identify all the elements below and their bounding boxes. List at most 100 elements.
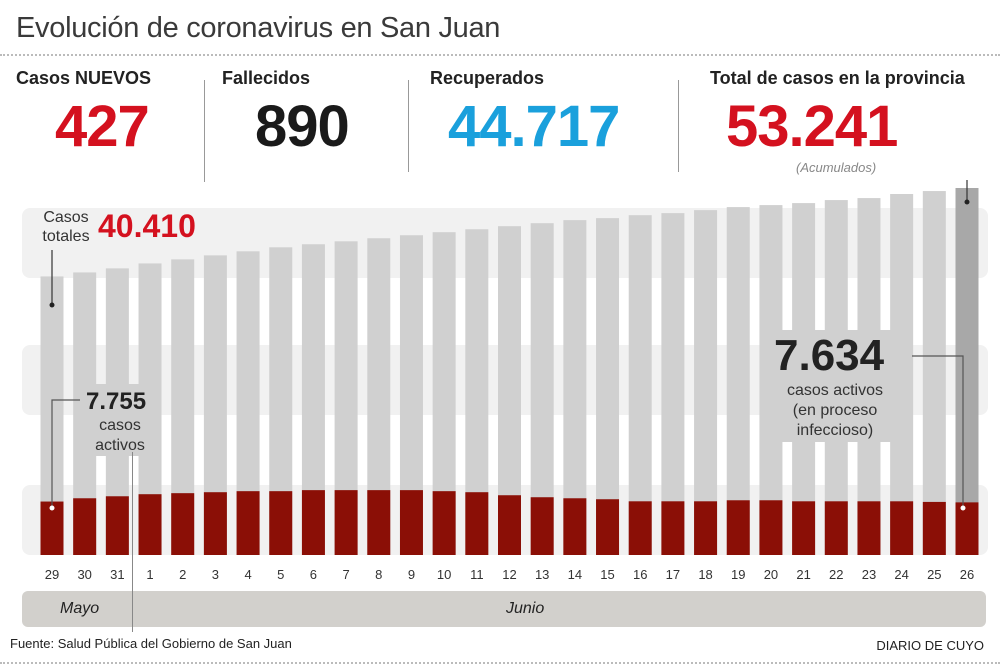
x-tick-label: 24 [894,567,908,582]
bottom-divider [0,662,1000,664]
active-cases-bar [432,491,456,555]
active-cases-bar [203,492,227,555]
stat-value-recovered: 44.717 [448,94,620,159]
x-tick-label: 23 [862,567,876,582]
x-tick-label: 16 [633,567,647,582]
total-cases-bar [726,207,750,555]
x-tick-label: 11 [470,567,484,582]
total-cases-bar [399,235,423,555]
callout-line [912,355,964,508]
source-note: Fuente: Salud Pública del Gobierno de Sa… [10,636,292,651]
total-cases-bar [694,210,718,555]
callout-dot [49,505,55,511]
x-tick-label: 15 [600,567,614,582]
total-cases-bar [432,232,456,555]
total-cases-bar [530,223,554,556]
top-divider [0,54,1000,56]
x-tick-label: 2 [179,567,186,582]
x-tick-label: 14 [568,567,582,582]
x-tick-label: 29 [45,567,59,582]
active-cases-bar [694,501,718,555]
stat-label-total: Total de casos en la provincia [710,68,965,88]
total-cases-bar [498,226,521,555]
month-label-may: Mayo [60,600,100,617]
stat-label-new: Casos NUEVOS [16,68,152,88]
x-tick-label: 21 [796,567,810,582]
stat-label-deaths: Fallecidos [222,68,311,88]
x-tick-label: 22 [829,567,843,582]
active-cases-bar [530,497,554,555]
x-tick-label: 30 [77,567,91,582]
active-cases-bar [301,490,325,555]
active-cases-bar [367,490,391,555]
x-tick-label: 13 [535,567,549,582]
x-tick-label: 1 [146,567,153,582]
total-cases-bar [269,247,293,555]
x-tick-label: 6 [310,567,317,582]
total-cases-bar [661,213,685,555]
divider [678,80,679,172]
label-background [766,330,908,442]
totals-value: 40.410 [98,208,196,244]
label-background [84,384,156,456]
active-cases-bar [465,492,489,555]
total-cases-bar [236,251,260,555]
callout-dot [960,505,966,511]
total-cases-bar [596,218,620,555]
x-tick-label: 5 [277,567,284,582]
month-separator [132,452,133,632]
active-cases-bar [792,501,816,555]
x-tick-label: 3 [212,567,219,582]
active-cases-bar [759,500,783,555]
active-cases-bar [955,502,979,555]
month-label-june: Junio [506,600,545,617]
x-tick-label: 9 [408,567,415,582]
x-tick-label: 12 [502,567,516,582]
x-tick-label: 17 [666,567,680,582]
total-cases-bar [563,220,587,555]
x-tick-label: 31 [110,567,124,582]
active-cases-bar [498,495,521,555]
active-cases-bar [890,501,914,555]
x-tick-label: 26 [960,567,974,582]
totals-label: Casos totales [42,209,90,245]
total-cases-bar [922,191,946,555]
callout-dot [49,302,55,308]
total-cases-bar [465,229,489,555]
active-cases-bar [334,490,358,555]
start-active-label: casos activos [95,417,145,454]
stat-value-new: 427 [55,94,150,159]
x-tick-label: 25 [927,567,941,582]
x-tick-label: 20 [764,567,778,582]
active-cases-bar [596,499,620,555]
callout-line [51,399,80,508]
total-cases-bar [301,244,325,555]
stat-note-total: (Acumulados) [796,160,877,175]
active-cases-bar [73,498,97,555]
total-cases-bar [367,238,391,555]
stat-label-recovered: Recuperados [430,68,545,88]
active-cases-bar [269,491,293,555]
x-tick-label: 18 [698,567,712,582]
brand-credit: DIARIO DE CUYO [876,638,984,653]
end-active-value: 7.634 [774,331,885,380]
active-cases-bar [105,496,129,555]
end-active-label-line: casos activos [786,382,884,399]
x-tick-label: 8 [375,567,382,582]
month-bar [22,591,986,627]
x-tick-label: 4 [244,567,251,582]
total-cases-bar [203,255,227,555]
divider [204,80,205,182]
active-cases-bar [628,501,652,555]
active-cases-bar [40,501,64,555]
stat-value-total: 53.241 [726,94,898,159]
active-cases-bar [563,498,587,555]
total-cases-bar [171,259,195,555]
active-cases-bar [922,501,946,555]
total-cases-bar [628,215,652,556]
end-active-label-line: infeccioso) [796,422,874,439]
divider [408,80,409,172]
x-tick-label: 7 [342,567,349,582]
total-cases-bar [334,241,358,555]
